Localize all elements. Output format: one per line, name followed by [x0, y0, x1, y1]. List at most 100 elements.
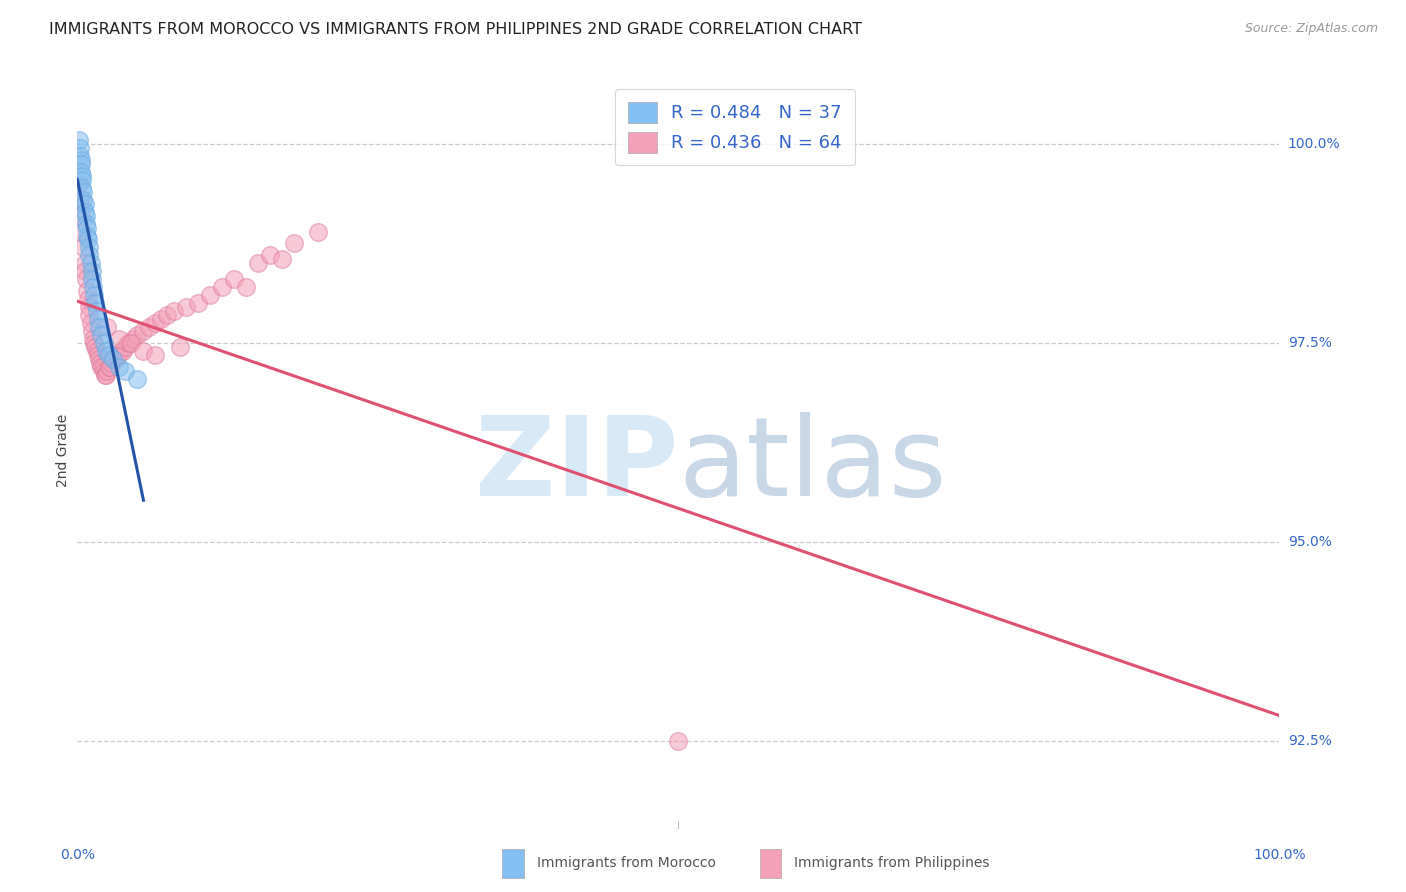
Point [103, 351, 125, 366]
Point [70, 157, 93, 171]
Point [96, 368, 118, 382]
Point [120, 336, 142, 351]
Point [283, 236, 305, 251]
Point [76, 285, 98, 299]
Text: atlas: atlas [679, 412, 946, 519]
Point [93, 336, 115, 351]
Point [114, 340, 136, 354]
Point [79, 316, 101, 330]
Point [80, 264, 103, 278]
Point [89, 356, 111, 370]
Text: 100.0%: 100.0% [1288, 137, 1340, 151]
Point [107, 348, 129, 362]
Point [211, 280, 233, 294]
Point [86, 343, 108, 358]
Point [668, 734, 690, 748]
Point [93, 364, 115, 378]
Point [127, 328, 149, 343]
Point [73, 204, 96, 219]
Point [84, 340, 107, 354]
Point [69, 149, 91, 163]
Point [307, 225, 329, 239]
Text: 100.0%: 100.0% [1253, 848, 1306, 863]
Point [70, 225, 93, 239]
Point [259, 248, 281, 262]
Point [222, 272, 245, 286]
Point [120, 336, 142, 351]
Point [246, 256, 269, 270]
Point [96, 343, 118, 358]
Point [132, 343, 155, 358]
Point [162, 304, 184, 318]
Point [98, 359, 121, 374]
Y-axis label: 2nd Grade: 2nd Grade [56, 414, 70, 487]
Point [73, 256, 96, 270]
Point [145, 316, 167, 330]
Point [127, 372, 149, 386]
Point [75, 209, 97, 223]
Point [108, 359, 131, 374]
Point [169, 340, 191, 354]
Point [79, 256, 101, 270]
Legend: R = 0.484   N = 37, R = 0.436   N = 64: R = 0.484 N = 37, R = 0.436 N = 64 [616, 89, 855, 165]
Point [75, 217, 97, 231]
Text: Immigrants from Philippines: Immigrants from Philippines [794, 856, 990, 871]
Point [104, 351, 127, 366]
Point [87, 320, 110, 334]
Point [90, 328, 112, 343]
Point [70, 153, 93, 167]
Point [77, 232, 100, 246]
Point [198, 288, 221, 302]
Text: 97.5%: 97.5% [1288, 336, 1331, 350]
Point [83, 288, 105, 302]
Point [111, 343, 134, 358]
Point [76, 220, 98, 235]
Text: 95.0%: 95.0% [1288, 535, 1331, 549]
Point [235, 280, 257, 294]
Point [67, 177, 90, 191]
Point [69, 141, 91, 155]
Point [138, 320, 160, 334]
Point [121, 332, 143, 346]
Point [76, 228, 98, 243]
Point [82, 332, 104, 346]
Point [96, 320, 118, 334]
Point [79, 240, 101, 254]
Point [94, 368, 117, 382]
Point [86, 304, 108, 318]
Point [70, 173, 93, 187]
Point [83, 336, 105, 351]
Point [145, 348, 167, 362]
Point [77, 292, 100, 306]
Point [108, 332, 131, 346]
Point [103, 351, 125, 366]
Point [70, 169, 93, 183]
Point [79, 308, 101, 322]
Point [84, 296, 107, 310]
Point [150, 312, 173, 326]
Point [186, 296, 209, 310]
Point [80, 272, 103, 286]
Text: ZIP: ZIP [475, 412, 679, 519]
Point [80, 324, 103, 338]
Point [79, 248, 101, 262]
Point [91, 359, 114, 374]
Point [67, 133, 90, 147]
Point [132, 324, 155, 338]
Text: 0.0%: 0.0% [60, 848, 94, 863]
Text: IMMIGRANTS FROM MOROCCO VS IMMIGRANTS FROM PHILIPPINES 2ND GRADE CORRELATION CHA: IMMIGRANTS FROM MOROCCO VS IMMIGRANTS FR… [49, 22, 862, 37]
Point [82, 280, 104, 294]
Point [174, 300, 197, 314]
Point [70, 165, 93, 179]
Point [87, 312, 110, 326]
Point [97, 359, 120, 374]
Point [270, 252, 292, 267]
Text: 92.5%: 92.5% [1288, 734, 1331, 748]
Point [90, 359, 112, 374]
Point [79, 300, 101, 314]
Point [117, 336, 139, 351]
Point [110, 343, 132, 358]
Point [72, 193, 94, 207]
Point [70, 209, 93, 223]
Point [73, 196, 96, 211]
